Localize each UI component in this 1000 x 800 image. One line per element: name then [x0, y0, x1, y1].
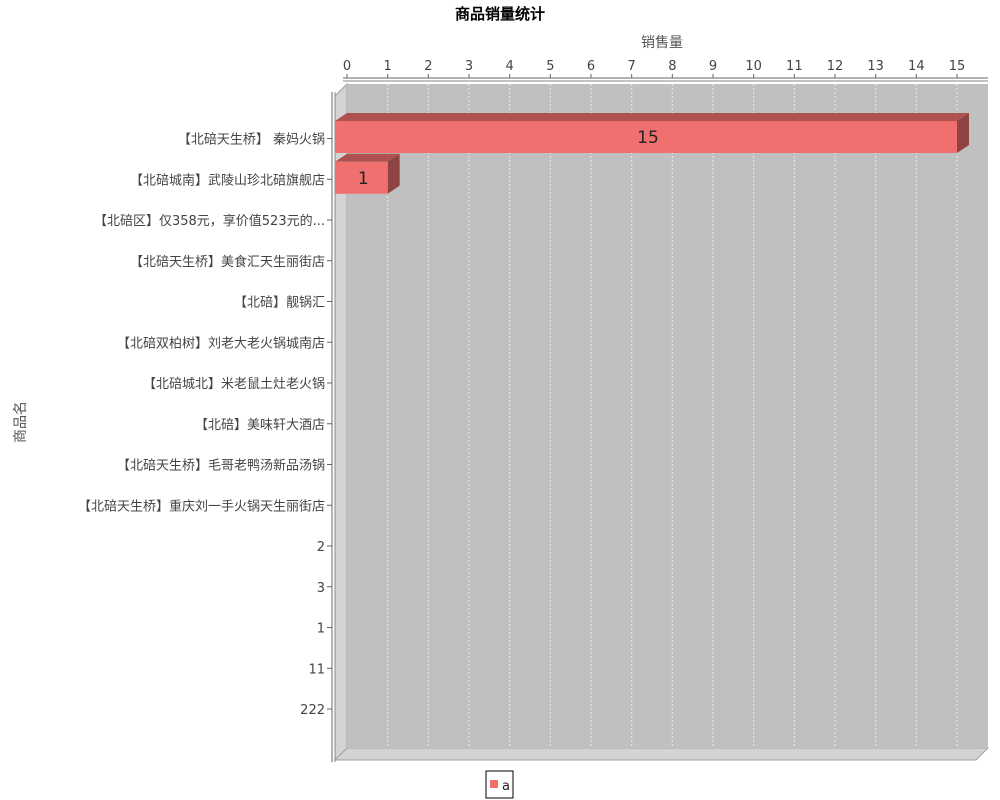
- plot-background: [347, 84, 988, 748]
- bar: [335, 161, 388, 194]
- x-tick-label: 4: [506, 59, 514, 74]
- category-label: 【北碚城南】武陵山珍北碚旗舰店: [130, 172, 325, 188]
- legend-label: a: [502, 779, 510, 794]
- x-tick-label: 1: [384, 59, 392, 74]
- category-label: 【北碚区】仅358元，享价值523元的...: [94, 213, 325, 229]
- x-tick-label: 5: [546, 59, 554, 74]
- x-tick-label: 10: [745, 59, 762, 74]
- x-tick-label: 15: [949, 59, 966, 74]
- x-tick-label: 9: [709, 59, 717, 74]
- bar-series: 15 1: [335, 113, 969, 194]
- bar-1: 1: [335, 153, 400, 194]
- category-label: 【北碚天生桥】 秦妈火锅: [178, 132, 325, 148]
- x-tick-label: 6: [587, 59, 595, 74]
- x-tick-label: 0: [343, 59, 351, 74]
- bar-top-face: [335, 113, 969, 121]
- bar-side-face: [957, 113, 969, 153]
- plot-floor: [333, 747, 990, 761]
- x-tick-label: 12: [827, 59, 844, 74]
- category-label: 11: [308, 662, 325, 677]
- x-tick-label: 14: [908, 59, 925, 74]
- x-tick-label: 2: [424, 59, 432, 74]
- x-tick-label: 3: [465, 59, 473, 74]
- x-axis-label: 销售量: [641, 35, 683, 51]
- category-label: 222: [300, 703, 325, 718]
- category-label: 【北碚】美味轩大酒店: [195, 418, 325, 433]
- plot-area: [331, 77, 990, 762]
- x-axis: 0 1 2 3 4 5 6 7 8 9 10 11 12 13 14 15: [343, 59, 965, 78]
- category-label: 1: [317, 622, 325, 637]
- x-tick-label: 8: [668, 59, 676, 74]
- data-label: 15: [637, 128, 659, 148]
- category-label: 【北碚双柏树】刘老大老火锅城南店: [117, 335, 325, 351]
- category-label: 【北碚天生桥】美食汇天生丽街店: [130, 254, 325, 270]
- category-label: 2: [317, 540, 325, 555]
- x-tick-label: 11: [786, 59, 803, 74]
- legend: a: [485, 770, 514, 799]
- bar-side-face: [387, 153, 400, 194]
- chart-title: 商品销量统计: [455, 5, 545, 23]
- y-axis-label: 商品名: [13, 401, 29, 443]
- category-label: 【北碚城北】米老鼠土灶老火锅: [143, 376, 325, 392]
- x-tick-label: 13: [867, 59, 884, 74]
- bar-top-face: [335, 153, 400, 162]
- category-label: 【北碚天生桥】重庆刘一手火锅天生丽街店: [78, 498, 325, 514]
- y-axis: 【北碚天生桥】 秦妈火锅【北碚城南】武陵山珍北碚旗舰店【北碚区】仅358元，享价…: [78, 132, 332, 718]
- bar-0: 15: [335, 113, 969, 153]
- bar: [335, 121, 957, 153]
- category-label: 【北碚天生桥】毛哥老鸭汤新品汤锅: [117, 458, 325, 474]
- data-label: 1: [358, 169, 369, 189]
- category-label: 【北碚】靓锅汇: [234, 295, 325, 311]
- category-label: 3: [317, 581, 325, 596]
- x-tick-label: 7: [628, 59, 636, 74]
- legend-swatch: [490, 780, 498, 788]
